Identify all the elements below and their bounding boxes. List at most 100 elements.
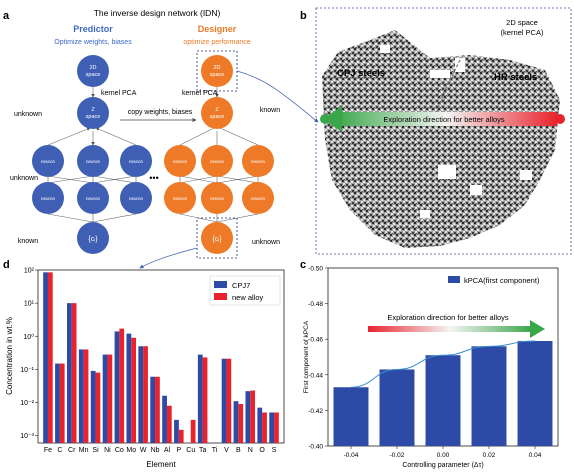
d-bar-cpj7 (197, 354, 203, 443)
c-bar (425, 355, 461, 446)
d-bar-cpj7 (162, 395, 167, 443)
panel-d-bars (43, 272, 279, 443)
svg-text:neuron: neuron (210, 159, 225, 164)
d-bar-cpj7 (150, 376, 156, 443)
d-bar-new-alloy (178, 429, 184, 443)
predictor-connections (47, 86, 137, 223)
d-y-tick-label: 10⁻² (20, 400, 34, 407)
d-bar-cpj7 (126, 333, 132, 443)
svg-text:space: space (86, 114, 101, 120)
d-y-tick-label: 10⁰ (23, 333, 34, 341)
designer-neurons-row1: neuron neuron neuron (164, 145, 274, 177)
svg-text:2D: 2D (89, 65, 96, 71)
designer-ci-selection-box (196, 217, 238, 259)
panel-a-label: a (3, 10, 10, 22)
d-x-tick-label: V (224, 447, 229, 454)
d-bar-new-alloy (143, 346, 148, 443)
d-bar-new-alloy (274, 412, 279, 443)
c-y-tick-label: -0.46 (308, 337, 323, 344)
d-bar-new-alloy (238, 404, 244, 443)
svg-text:space: space (86, 72, 101, 78)
d-bar-cpj7 (78, 349, 84, 443)
predictor-subtitle: Optimize weights, biases (54, 39, 132, 46)
exploration-arrow-c: Exploration direction for better alloys (368, 313, 545, 338)
svg-text:space: space (210, 114, 225, 120)
d-bar-new-alloy (59, 363, 65, 443)
c-x-tick-label: 0.04 (529, 452, 542, 459)
c-bar (471, 346, 507, 446)
hr-steels-label: HR steels (494, 72, 537, 83)
d-bar-new-alloy (190, 419, 196, 443)
svg-text:neuron: neuron (251, 196, 266, 201)
d-bar-new-alloy (250, 390, 256, 443)
c-x-tick-label: -0.04 (344, 452, 359, 459)
designer-node-ci: {cᵢ} (201, 222, 233, 254)
c-bar (517, 340, 553, 446)
d-x-tick-label: Ni (104, 447, 111, 454)
designer-node-z: Z space (201, 97, 233, 129)
d-y-tick-label: 10⁻³ (20, 433, 34, 440)
known-label-right: known (260, 107, 280, 114)
svg-text:Z: Z (91, 107, 95, 113)
panel-d-legend: CPJ7 new alloy (209, 275, 281, 306)
link-to-panel-b (236, 70, 319, 123)
c-y-tick-label: -0.48 (308, 301, 323, 308)
predictor-neurons-row2: neuron neuron neuron (32, 182, 152, 214)
d-x-tick-label: C (57, 447, 62, 454)
d-bar-cpj7 (269, 412, 275, 443)
panel-b: b 2D space (kernel PCA) CPJ steels HR st… (300, 7, 572, 255)
svg-text:neuron: neuron (41, 159, 56, 164)
c-x-tick-label: 0.00 (437, 452, 450, 459)
svg-text:{cᵢ}: {cᵢ} (212, 236, 222, 243)
svg-text:CPJ7: CPJ7 (232, 281, 250, 290)
exploration-arrow-b-label: Exploration direction for better alloys (383, 115, 505, 124)
panel-c-x-axis-title: Controlling parameter (Δτ) (402, 462, 483, 469)
panel-b-frame (315, 7, 572, 255)
d-bar-new-alloy (47, 272, 53, 443)
d-x-tick-label: Mo (126, 447, 136, 454)
hr-marker-dot (555, 114, 565, 124)
d-bar-cpj7 (257, 407, 263, 443)
panel-c-bars (333, 340, 553, 446)
d-x-tick-label: Si (92, 447, 99, 454)
designer-title: Designer (198, 24, 237, 34)
svg-text:neuron: neuron (41, 196, 56, 201)
predictor-node-ci: {cᵢ} (77, 222, 109, 254)
d-bar-cpj7 (138, 346, 144, 443)
panel-c-y-axis-title: First component of kPCA (303, 320, 310, 393)
d-x-tick-label: Ti (212, 447, 218, 454)
panel-c-label: c (300, 259, 306, 271)
svg-text:new alloy: new alloy (232, 293, 264, 302)
panel-a-title: The inverse design network (IDN) (94, 8, 221, 18)
d-bar-new-alloy (262, 412, 267, 443)
space-label-line1: 2D space (506, 18, 538, 27)
designer-connections (179, 86, 259, 223)
d-bar-new-alloy (71, 303, 77, 443)
svg-text:neuron: neuron (86, 196, 101, 201)
d-x-tick-label: Cu (186, 447, 195, 454)
d-x-tick-label: Mn (79, 447, 89, 454)
unknown-label-ci: unknown (252, 239, 280, 246)
d-x-tick-label: O (259, 447, 265, 454)
d-bar-cpj7 (43, 272, 48, 443)
layers-ellipsis: ••• (149, 173, 158, 183)
panel-d: d 10⁻³ 10⁻² 10⁻¹ 10⁰ 10¹ 10² Fe C Cr Mn Si Ni Co Mo W… (3, 259, 285, 469)
d-x-tick-label: Fe (44, 447, 52, 454)
d-bar-cpj7 (55, 363, 60, 443)
scatter-gaps (380, 45, 532, 218)
kernel-pca-left-label: kernel PCA (101, 90, 137, 97)
designer-subtitle: optimize performance (183, 39, 250, 46)
predictor-node-z: Z space (77, 97, 109, 129)
predictor-neurons-row1: neuron neuron neuron (32, 145, 152, 177)
d-bar-cpj7 (233, 401, 239, 443)
svg-text:space: space (210, 72, 225, 78)
kernel-pca-right-label: kernel PCA (182, 90, 218, 97)
designer-node-2d: 2D space (201, 55, 233, 87)
d-x-tick-label: Ta (199, 447, 207, 454)
d-y-tick-label: 10¹ (24, 301, 35, 308)
space-label-line2: (kernel PCA) (501, 28, 544, 37)
c-x-tick-label: -0.02 (390, 452, 405, 459)
d-x-tick-label: P (177, 447, 182, 454)
unknown-label-z: unknown (14, 111, 42, 118)
